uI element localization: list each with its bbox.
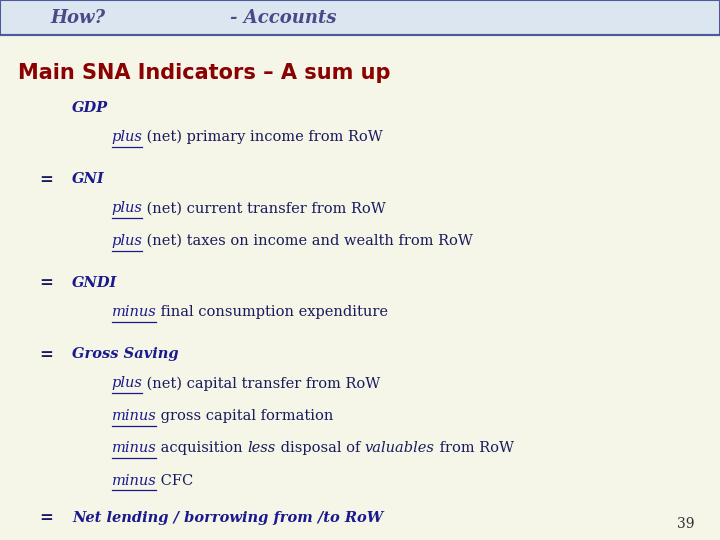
Text: How?: How? <box>50 9 105 26</box>
Text: plus: plus <box>112 376 143 390</box>
Text: GNDI: GNDI <box>72 276 117 290</box>
Text: (net) primary income from RoW: (net) primary income from RoW <box>143 130 383 144</box>
Text: CFC: CFC <box>156 474 194 488</box>
Text: Gross Saving: Gross Saving <box>72 347 179 361</box>
Text: plus: plus <box>112 201 143 215</box>
Text: Main SNA Indicators – A sum up: Main SNA Indicators – A sum up <box>18 63 390 83</box>
Text: minus: minus <box>112 409 156 423</box>
Text: - Accounts: - Accounts <box>230 9 337 26</box>
Text: valuables: valuables <box>365 441 435 455</box>
Text: (net) current transfer from RoW: (net) current transfer from RoW <box>143 201 386 215</box>
Text: 39: 39 <box>678 517 695 531</box>
Text: GNI: GNI <box>72 172 104 186</box>
Text: gross capital formation: gross capital formation <box>156 409 334 423</box>
Text: disposal of: disposal of <box>276 441 365 455</box>
Text: =: = <box>40 346 53 363</box>
Text: =: = <box>40 171 53 188</box>
Text: (net) capital transfer from RoW: (net) capital transfer from RoW <box>143 376 381 390</box>
Text: =: = <box>40 509 53 526</box>
Text: less: less <box>248 441 276 455</box>
Text: plus: plus <box>112 130 143 144</box>
Text: acquisition: acquisition <box>156 441 248 455</box>
Text: =: = <box>40 274 53 292</box>
Text: final consumption expenditure: final consumption expenditure <box>156 305 388 319</box>
Text: minus: minus <box>112 474 156 488</box>
Text: from RoW: from RoW <box>435 441 514 455</box>
Text: Net lending / borrowing from /to RoW: Net lending / borrowing from /to RoW <box>72 511 383 525</box>
Text: plus: plus <box>112 234 143 248</box>
Text: GDP: GDP <box>72 101 108 115</box>
Text: minus: minus <box>112 441 156 455</box>
Text: (net) taxes on income and wealth from RoW: (net) taxes on income and wealth from Ro… <box>143 234 473 248</box>
Text: minus: minus <box>112 305 156 319</box>
